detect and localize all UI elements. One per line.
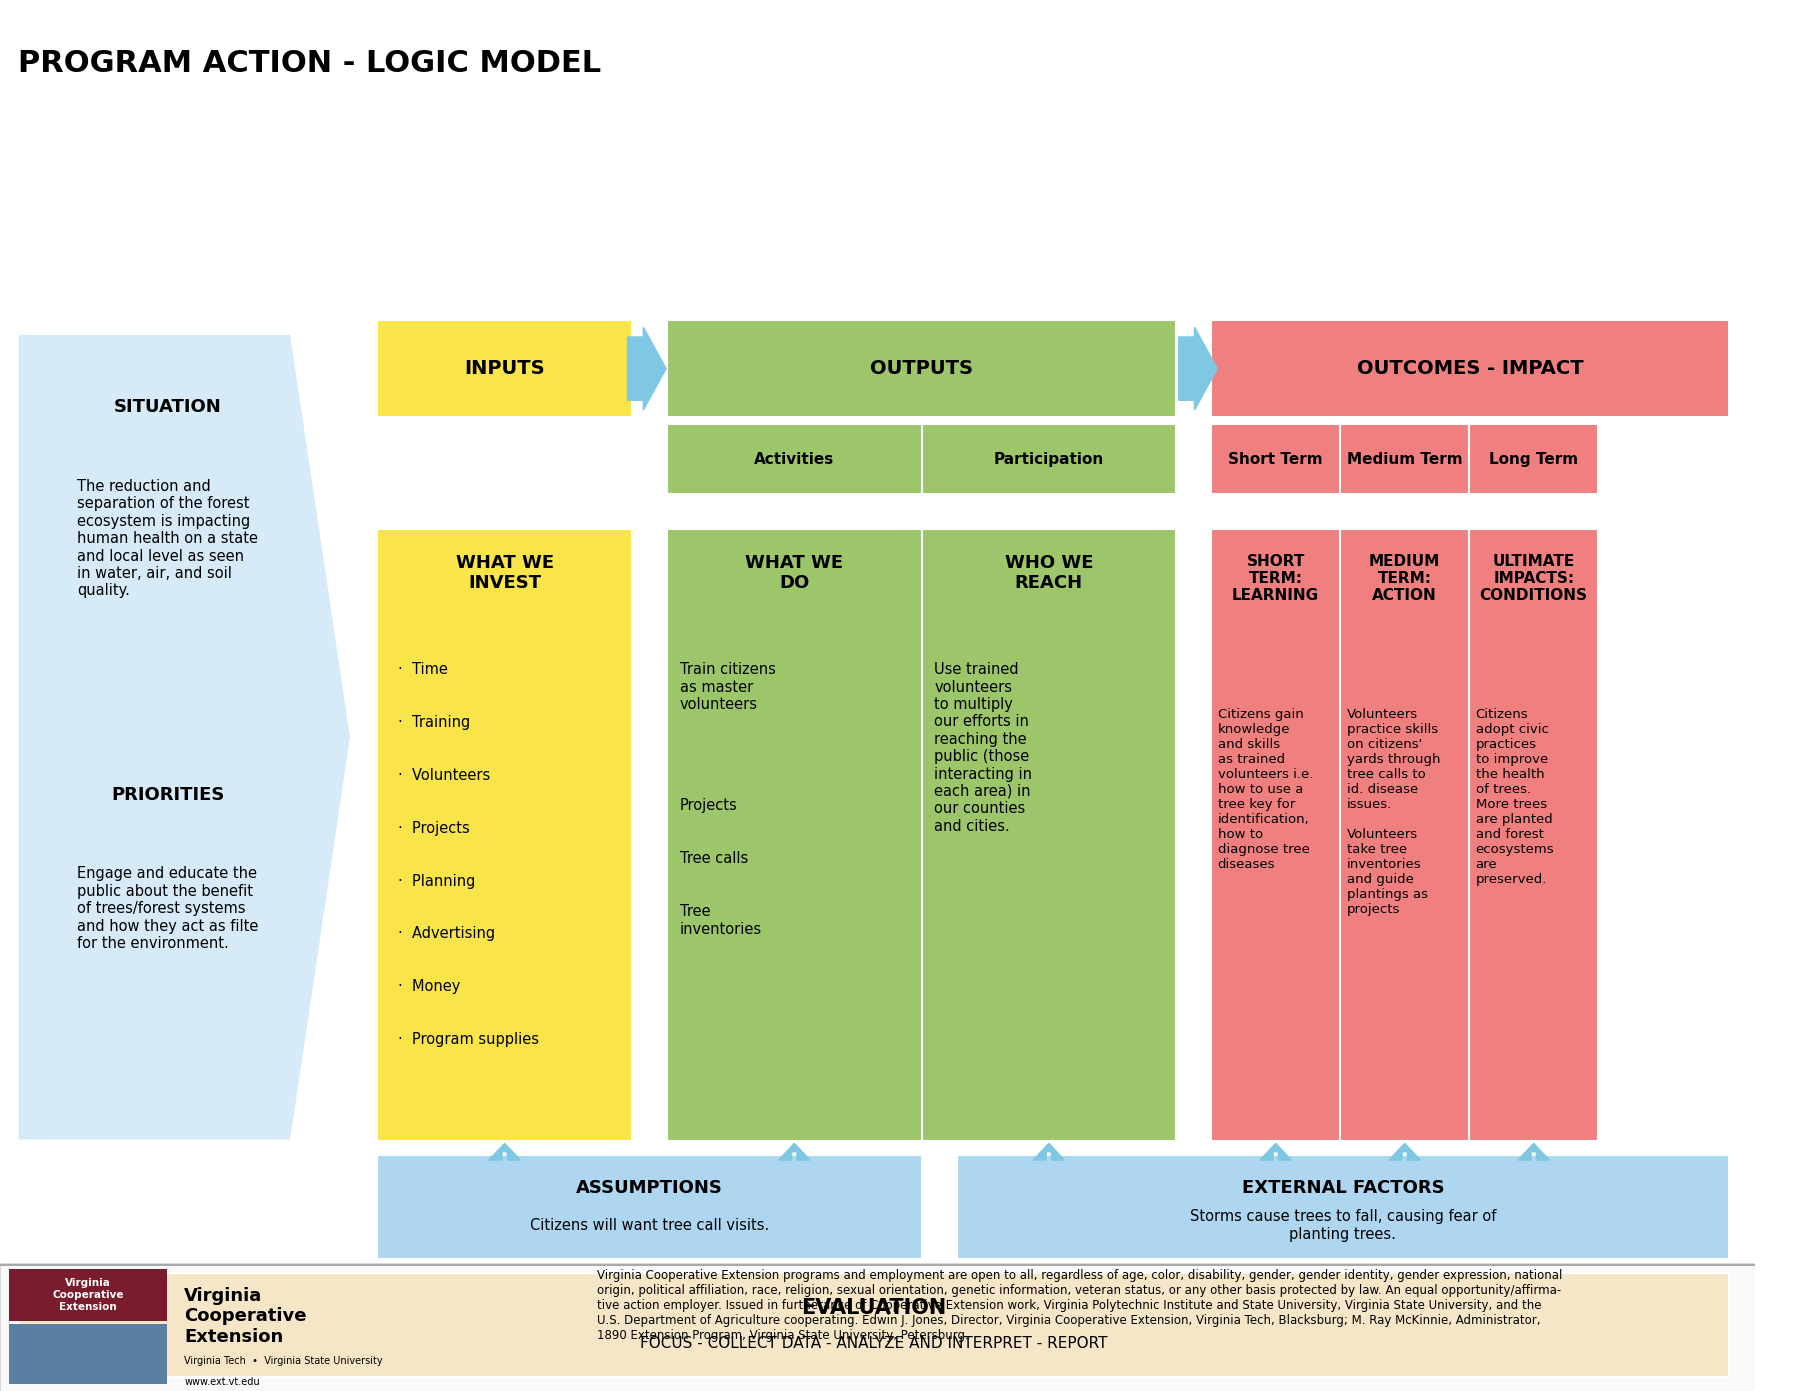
Text: OUTCOMES - IMPACT: OUTCOMES - IMPACT (1357, 359, 1584, 378)
FancyBboxPatch shape (378, 1155, 922, 1259)
FancyBboxPatch shape (18, 1273, 1730, 1377)
Text: Tree
inventories: Tree inventories (680, 904, 761, 936)
FancyBboxPatch shape (1211, 424, 1341, 494)
Text: MEDIUM
TERM:
ACTION: MEDIUM TERM: ACTION (1370, 554, 1440, 604)
Text: Participation: Participation (994, 452, 1103, 466)
FancyArrow shape (1260, 1143, 1291, 1160)
Text: Projects: Projects (680, 798, 738, 814)
Text: Virginia Cooperative Extension programs and employment are open to all, regardle: Virginia Cooperative Extension programs … (598, 1269, 1562, 1341)
Text: Virginia Tech  •  Virginia State University: Virginia Tech • Virginia State Universit… (184, 1356, 383, 1366)
FancyBboxPatch shape (0, 1264, 1755, 1266)
Text: Virginia
Cooperative
Extension: Virginia Cooperative Extension (184, 1287, 306, 1346)
Text: EVALUATION: EVALUATION (801, 1298, 945, 1319)
FancyBboxPatch shape (1469, 529, 1598, 1141)
Text: ·  Training: · Training (398, 715, 470, 730)
FancyBboxPatch shape (378, 320, 632, 417)
Text: ·  Advertising: · Advertising (398, 926, 495, 942)
Text: Volunteers
practice skills
on citizens'
yards through
tree calls to
id. disease
: Volunteers practice skills on citizens' … (1346, 708, 1440, 917)
Text: INPUTS: INPUTS (464, 359, 545, 378)
Text: Citizens gain
knowledge
and skills
as trained
volunteers i.e.
how to use a
tree : Citizens gain knowledge and skills as tr… (1217, 708, 1312, 871)
Text: ·  Program supplies: · Program supplies (398, 1032, 538, 1047)
Text: Citizens will want tree call visits.: Citizens will want tree call visits. (529, 1219, 769, 1232)
Text: ·  Volunteers: · Volunteers (398, 768, 490, 783)
FancyBboxPatch shape (956, 1155, 1730, 1259)
Text: ·  Time: · Time (398, 662, 448, 677)
FancyBboxPatch shape (1211, 529, 1341, 1141)
Text: PROGRAM ACTION - LOGIC MODEL: PROGRAM ACTION - LOGIC MODEL (18, 49, 601, 78)
Text: Long Term: Long Term (1489, 452, 1579, 466)
FancyBboxPatch shape (1341, 424, 1469, 494)
Text: The reduction and
separation of the forest
ecosystem is impacting
human health o: The reduction and separation of the fore… (77, 479, 257, 598)
FancyArrow shape (490, 1143, 520, 1160)
Text: ULTIMATE
IMPACTS:
CONDITIONS: ULTIMATE IMPACTS: CONDITIONS (1480, 554, 1588, 604)
FancyBboxPatch shape (9, 1269, 167, 1321)
FancyBboxPatch shape (9, 1324, 167, 1384)
Text: Medium Term: Medium Term (1346, 452, 1463, 466)
FancyArrow shape (1517, 1143, 1550, 1160)
Text: Engage and educate the
public about the benefit
of trees/forest systems
and how : Engage and educate the public about the … (77, 867, 259, 951)
Text: SITUATION: SITUATION (113, 398, 221, 416)
Text: Virginia
Cooperative
Extension: Virginia Cooperative Extension (52, 1278, 124, 1312)
Text: Use trained
volunteers
to multiply
our efforts in
reaching the
public (those
int: Use trained volunteers to multiply our e… (934, 662, 1031, 833)
FancyArrow shape (1179, 327, 1217, 410)
Text: Tree calls: Tree calls (680, 851, 749, 867)
FancyBboxPatch shape (1341, 529, 1469, 1141)
Polygon shape (18, 334, 351, 1141)
FancyBboxPatch shape (668, 529, 922, 1141)
FancyBboxPatch shape (922, 529, 1175, 1141)
Text: Activities: Activities (754, 452, 835, 466)
FancyArrow shape (778, 1143, 810, 1160)
Text: OUTPUTS: OUTPUTS (869, 359, 974, 378)
FancyBboxPatch shape (922, 424, 1175, 494)
Text: ·  Planning: · Planning (398, 874, 475, 889)
Text: WHAT WE
INVEST: WHAT WE INVEST (455, 554, 554, 593)
Text: Citizens
adopt civic
practices
to improve
the health
of trees.
More trees
are pl: Citizens adopt civic practices to improv… (1476, 708, 1553, 886)
Text: SHORT
TERM:
LEARNING: SHORT TERM: LEARNING (1233, 554, 1319, 604)
Text: Train citizens
as master
volunteers: Train citizens as master volunteers (680, 662, 776, 712)
FancyBboxPatch shape (668, 424, 922, 494)
FancyBboxPatch shape (0, 1263, 1755, 1391)
Text: ·  Projects: · Projects (398, 821, 470, 836)
Text: WHAT WE
DO: WHAT WE DO (745, 554, 844, 593)
FancyArrow shape (628, 327, 666, 410)
FancyArrow shape (1390, 1143, 1420, 1160)
Text: Storms cause trees to fall, causing fear of
planting trees.: Storms cause trees to fall, causing fear… (1190, 1209, 1496, 1242)
FancyArrow shape (1033, 1143, 1064, 1160)
FancyBboxPatch shape (668, 320, 1175, 417)
Text: EXTERNAL FACTORS: EXTERNAL FACTORS (1242, 1180, 1444, 1196)
FancyBboxPatch shape (1469, 424, 1598, 494)
Text: WHO WE
REACH: WHO WE REACH (1004, 554, 1093, 593)
Text: ASSUMPTIONS: ASSUMPTIONS (576, 1180, 724, 1196)
Text: PRIORITIES: PRIORITIES (112, 786, 225, 804)
FancyBboxPatch shape (1211, 320, 1730, 417)
Text: Short Term: Short Term (1228, 452, 1323, 466)
FancyBboxPatch shape (378, 529, 632, 1141)
Text: ·  Money: · Money (398, 979, 461, 995)
Text: FOCUS - COLLECT DATA - ANALYZE AND INTERPRET - REPORT: FOCUS - COLLECT DATA - ANALYZE AND INTER… (639, 1337, 1107, 1351)
Text: www.ext.vt.edu: www.ext.vt.edu (184, 1377, 259, 1387)
